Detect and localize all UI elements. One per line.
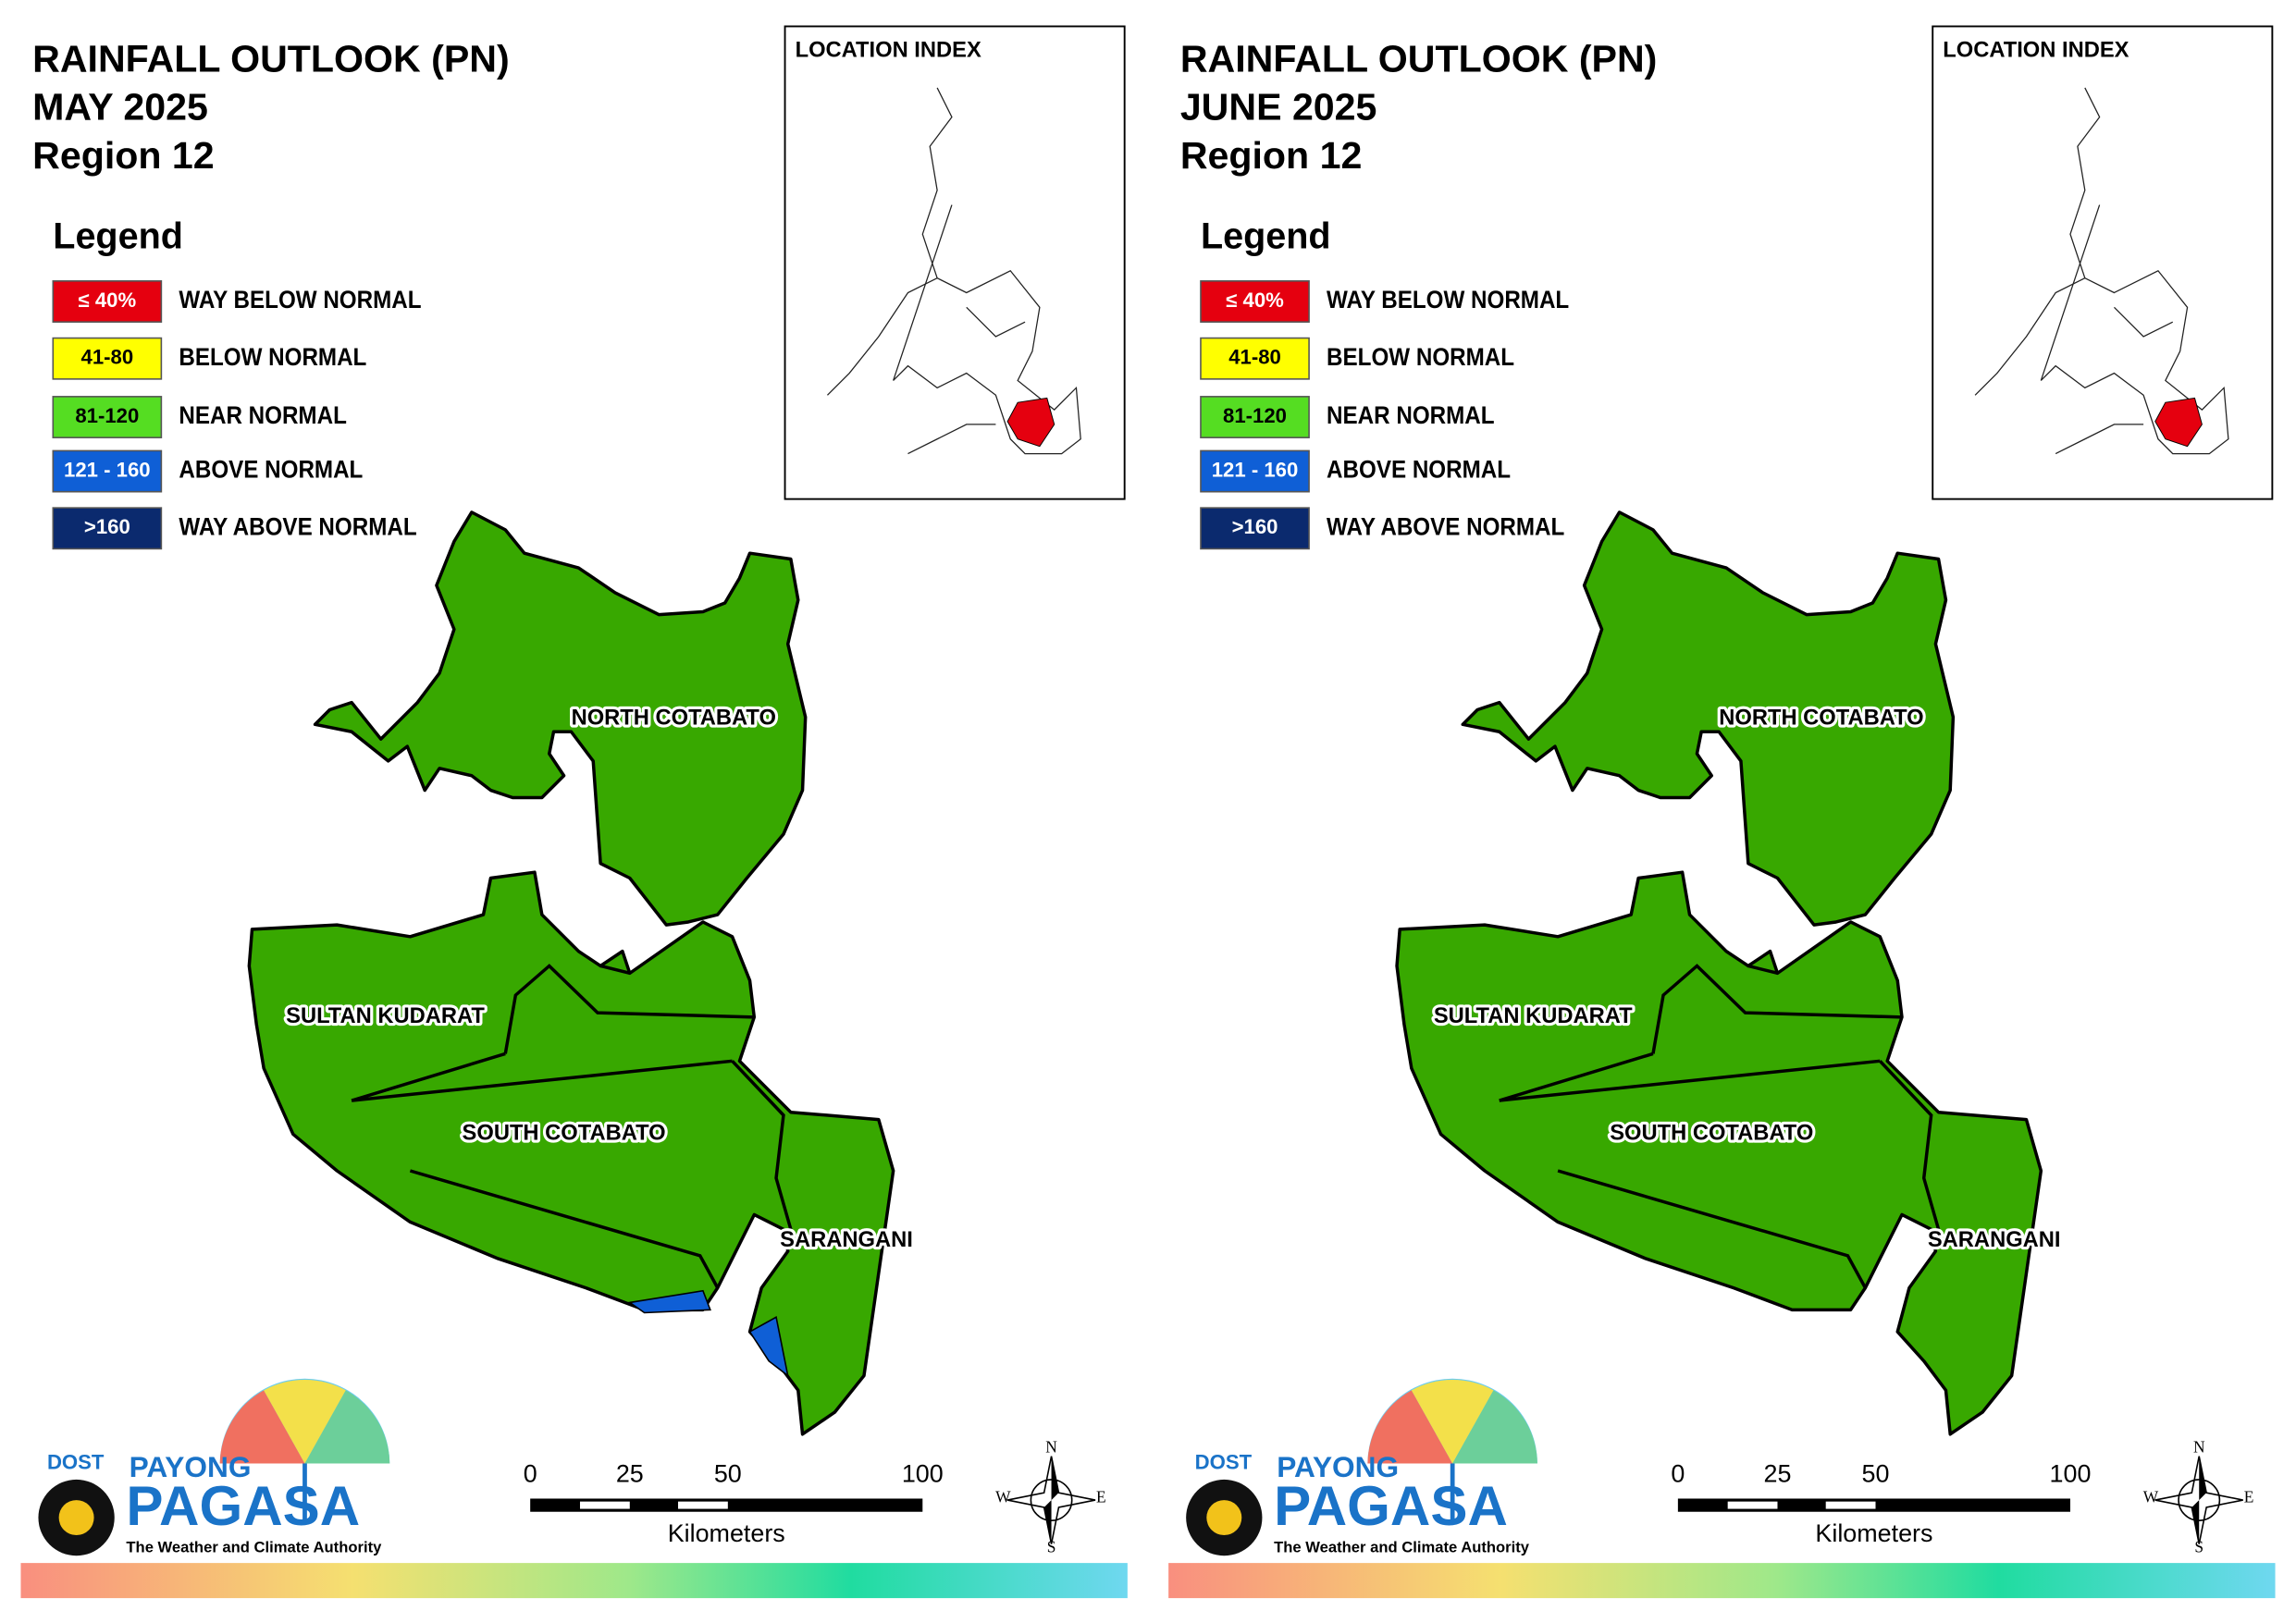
legend-range: >160 <box>84 515 130 538</box>
legend-range: 41-80 <box>81 346 134 369</box>
logo-tagline: The Weather and Climate Authority <box>126 1539 382 1556</box>
legend-swatch <box>1200 396 1310 438</box>
scale-tick: 0 <box>1671 1459 1685 1487</box>
legend-label: WAY BELOW NORMAL <box>1327 287 1569 314</box>
legend-swatch <box>52 507 163 550</box>
legend-label: WAY ABOVE NORMAL <box>179 513 416 540</box>
logo-brand: PAYONG <box>130 1450 252 1483</box>
legend-swatch <box>52 449 163 493</box>
legend-swatch <box>1200 337 1310 380</box>
legend-label: ABOVE NORMAL <box>179 457 363 484</box>
province-label: NORTH COTABATO <box>572 706 776 730</box>
legend-range: 121 - 160 <box>64 458 151 481</box>
panel: RAINFALL OUTLOOK (PN) MAY 2025 Region 12 LO… <box>20 26 1127 1598</box>
logo-brand: PAYONG <box>1277 1450 1399 1483</box>
compass-letter: W <box>995 1487 1011 1506</box>
legend-title: Legend <box>1201 215 1331 256</box>
panel: RAINFALL OUTLOOK (PN) JUNE 2025 Region 12 L… <box>1168 26 2275 1598</box>
scale-tick: 100 <box>2050 1459 2092 1487</box>
title-line: JUNE 2025 <box>1180 86 1377 129</box>
province-label: SOUTH COTABATO <box>1610 1122 1813 1146</box>
legend-range: ≤ 40% <box>79 289 137 312</box>
province-label: SULTAN KUDARAT <box>286 1004 485 1028</box>
legend-label: BELOW NORMAL <box>1327 344 1514 371</box>
legend-range: 81-120 <box>1223 404 1287 427</box>
legend-swatch <box>1200 449 1310 493</box>
scale-tick: 25 <box>616 1459 644 1487</box>
province-label: SARANGANI <box>1928 1228 2061 1252</box>
legend-range: 81-120 <box>75 404 139 427</box>
inset-title: LOCATION INDEX <box>796 39 981 63</box>
legend-label: WAY ABOVE NORMAL <box>1327 513 1564 540</box>
logo-tagline: The Weather and Climate Authority <box>1274 1539 1530 1556</box>
scale-unit: Kilometers <box>668 1519 785 1547</box>
compass-letter: W <box>2143 1487 2159 1506</box>
title-line: MAY 2025 <box>32 86 208 129</box>
legend-label: WAY BELOW NORMAL <box>179 287 421 314</box>
province-label: NORTH COTABATO <box>1719 706 1923 730</box>
scale-tick: 50 <box>1862 1459 1890 1487</box>
scale-tick: 0 <box>524 1459 537 1487</box>
legend-label: ABOVE NORMAL <box>1327 457 1511 484</box>
logo-agency: DOST <box>1195 1450 1253 1473</box>
compass-letter: E <box>2244 1487 2254 1506</box>
compass-letter: S <box>1047 1537 1056 1555</box>
legend-label: NEAR NORMAL <box>179 402 346 429</box>
compass-letter: N <box>2193 1438 2205 1457</box>
title-line: Region 12 <box>32 134 215 177</box>
legend-label: NEAR NORMAL <box>1327 402 1494 429</box>
scale-unit: Kilometers <box>1815 1519 1932 1547</box>
title-line: Region 12 <box>1180 134 1363 177</box>
scale-tick: 50 <box>714 1459 742 1487</box>
legend-swatch <box>52 396 163 438</box>
logo-agency: DOST <box>47 1450 105 1473</box>
legend-swatch <box>1200 507 1310 550</box>
logo-name: PAGASA <box>126 1475 360 1537</box>
compass-letter: S <box>2194 1537 2203 1555</box>
province-label: SULTAN KUDARAT <box>1434 1004 1633 1028</box>
legend-range: 41-80 <box>1228 346 1281 369</box>
logo-name: PAGASA <box>1274 1475 1508 1537</box>
title-line: RAINFALL OUTLOOK (PN) <box>32 37 510 80</box>
legend-label: BELOW NORMAL <box>179 344 366 371</box>
legend-swatch <box>52 280 163 323</box>
scale-tick: 100 <box>902 1459 944 1487</box>
legend-swatch <box>1200 280 1310 323</box>
province-label: SOUTH COTABATO <box>463 1122 666 1146</box>
legend-range: 121 - 160 <box>1212 458 1299 481</box>
legend-title: Legend <box>53 215 183 256</box>
legend-range: ≤ 40% <box>1226 289 1284 312</box>
legend-swatch <box>52 337 163 380</box>
inset-title: LOCATION INDEX <box>1943 39 2129 63</box>
province-label: SARANGANI <box>780 1228 913 1252</box>
title-line: RAINFALL OUTLOOK (PN) <box>1180 37 1658 80</box>
legend-range: >160 <box>1232 515 1278 538</box>
compass-letter: N <box>1045 1438 1057 1457</box>
scale-tick: 25 <box>1764 1459 1792 1487</box>
compass-letter: E <box>1096 1487 1106 1506</box>
